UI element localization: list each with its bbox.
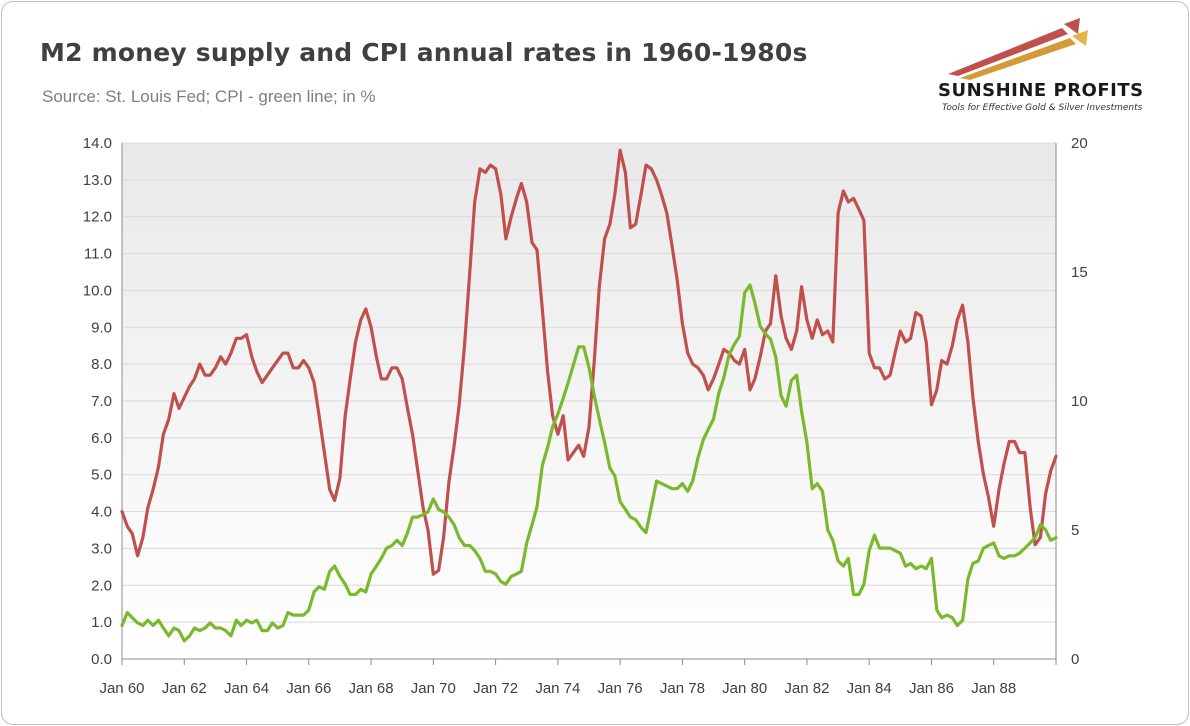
gridlines [122, 142, 1056, 623]
left-axis-tick-label: 6.0 [91, 430, 112, 447]
left-axis-tick-label: 4.0 [91, 504, 112, 521]
x-axis-tick-label: Jan 78 [660, 680, 705, 697]
left-axis-tick-label: 5.0 [91, 467, 112, 484]
left-axis-tick-label: 0.0 [91, 651, 112, 668]
series-lines [120, 148, 1058, 643]
logo-tagline: Tools for Effective Gold & Silver Invest… [942, 103, 1143, 113]
x-axis-tick-label: Jan 72 [473, 680, 518, 697]
x-axis-tick-label: Jan 76 [598, 680, 643, 697]
left-axis-tick-label: 8.0 [91, 356, 112, 373]
x-axis-tick-label: Jan 84 [847, 680, 892, 697]
x-axis-tick-label: Jan 88 [971, 680, 1016, 697]
axes [121, 143, 1057, 665]
right-axis-tick-labels: 0 5 10 15 20 [1071, 135, 1088, 668]
right-axis-tick-label: 5 [1071, 522, 1079, 539]
left-axis-tick-label: 10.0 [83, 282, 112, 299]
left-axis-tick-label: 13.0 [83, 172, 112, 189]
chart-title: M2 money supply and CPI annual rates in … [40, 38, 808, 67]
sunshine-profits-logo: SUNSHINE PROFITS Tools for Effective Gol… [930, 14, 1175, 124]
left-axis-tick-label: 1.0 [91, 614, 112, 631]
left-axis-tick-label: 11.0 [84, 246, 112, 263]
x-axis-tick-label: Jan 64 [224, 680, 269, 697]
x-axis-tick-label: Jan 60 [99, 680, 144, 697]
right-axis-tick-label: 15 [1071, 264, 1088, 281]
x-axis-tick-labels: Jan 60 Jan 62 Jan 64 Jan 66 Jan 68 Jan 70 Jan … [99, 680, 1016, 697]
right-axis-tick-label: 10 [1071, 393, 1088, 410]
left-axis-tick-label: 12.0 [83, 209, 112, 226]
m2-series-line [120, 148, 1058, 576]
x-axis-tick-label: Jan 80 [722, 680, 767, 697]
x-axis-tick-label: Jan 70 [411, 680, 456, 697]
right-axis-tick-label: 0 [1071, 651, 1079, 668]
left-axis-tick-label: 7.0 [91, 393, 112, 410]
left-axis-tick-labels: 0.0 1.0 2.0 3.0 4.0 5.0 6.0 7.0 8.0 9.0 10.0 11.0 12… [83, 135, 112, 668]
x-axis-tick-label: Jan 86 [909, 680, 954, 697]
logo-swoosh-icon [948, 18, 1088, 80]
x-axis-tick-label: Jan 74 [535, 680, 580, 697]
x-axis-tick-label: Jan 66 [286, 680, 331, 697]
x-axis-tick-label: Jan 62 [162, 680, 207, 697]
left-axis-tick-label: 9.0 [91, 319, 112, 336]
right-axis-tick-label: 20 [1071, 135, 1088, 152]
left-axis-tick-label: 3.0 [91, 540, 112, 557]
x-axis-tick-label: Jan 68 [349, 680, 394, 697]
logo-wordmark: SUNSHINE PROFITS [938, 80, 1144, 101]
x-axis-tick-label: Jan 82 [784, 680, 829, 697]
cpi-series-line [120, 283, 1058, 643]
left-axis-tick-label: 2.0 [91, 577, 112, 594]
left-axis-tick-label: 14.0 [83, 135, 112, 152]
chart-subtitle: Source: St. Louis Fed; CPI - green line;… [42, 87, 376, 106]
